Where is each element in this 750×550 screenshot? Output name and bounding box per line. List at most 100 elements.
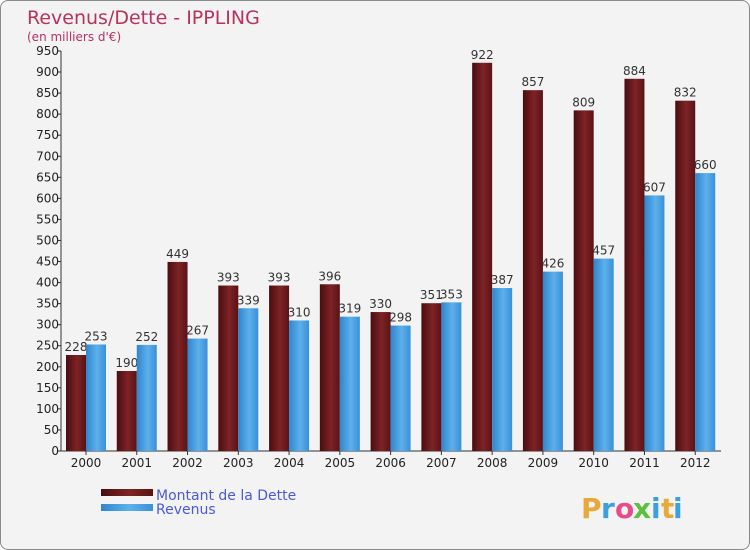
data-label: 396 — [318, 269, 341, 283]
data-label: 298 — [389, 311, 412, 325]
data-label: 351 — [420, 288, 443, 302]
bar-dette — [624, 78, 645, 451]
data-label: 449 — [166, 247, 189, 261]
legend-swatch-dette — [101, 489, 153, 496]
bar-dette — [319, 284, 340, 451]
bar-revenus — [644, 195, 665, 451]
data-label: 857 — [521, 75, 544, 89]
x-tick-label: 2010 — [578, 456, 609, 470]
data-label: 319 — [338, 302, 361, 316]
bar-dette — [370, 312, 391, 451]
data-label: 457 — [592, 244, 615, 258]
logo-letter: i — [673, 492, 683, 525]
y-tick-label: 500 — [36, 233, 59, 247]
y-tick-label: 650 — [36, 170, 59, 184]
bar-dette — [167, 261, 188, 451]
y-tick-label: 550 — [36, 212, 59, 226]
logo-letter: x — [633, 492, 651, 525]
data-label: 353 — [440, 287, 463, 301]
axes: 0 50 100 150 200 250 300 350 400 450 500 550 600 650 7… — [36, 44, 721, 470]
x-tick-label: 2002 — [172, 456, 203, 470]
bar-dette — [675, 100, 696, 452]
bar-revenus — [339, 316, 360, 451]
bar-revenus — [492, 288, 513, 451]
x-tick-label: 2003 — [223, 456, 254, 470]
logo-letter: o — [615, 492, 634, 525]
bar-revenus — [238, 308, 259, 451]
y-tick-label: 850 — [36, 86, 59, 100]
data-label: 267 — [186, 324, 209, 338]
y-tick-label: 250 — [36, 339, 59, 353]
bar-dette — [116, 371, 137, 451]
bar-revenus — [390, 325, 411, 451]
data-label: 339 — [237, 293, 260, 307]
logo-letter: t — [661, 492, 674, 525]
legend: Montant de la Dette Revenus — [101, 488, 296, 518]
y-tick-label: 200 — [36, 360, 59, 374]
y-tick-label: 0 — [51, 444, 59, 458]
legend-label-dette: Montant de la Dette — [156, 488, 296, 504]
x-tick-label: 2004 — [274, 456, 305, 470]
data-label: 832 — [674, 86, 697, 100]
y-tick-label: 800 — [36, 107, 59, 121]
y-tick-label: 100 — [36, 402, 59, 416]
x-tick-label: 2008 — [477, 456, 508, 470]
logo-letter: P — [581, 492, 602, 525]
chart-subtitle: (en milliers d'€) — [27, 30, 121, 44]
x-tick-label: 2005 — [325, 456, 356, 470]
data-label: 922 — [471, 48, 494, 62]
y-tick-label: 750 — [36, 128, 59, 142]
legend-label-revenus: Revenus — [156, 502, 216, 518]
bar-revenus — [187, 338, 208, 451]
data-label: 393 — [217, 271, 240, 285]
bar-revenus — [542, 271, 563, 451]
x-tick-label: 2000 — [71, 456, 102, 470]
data-label: 252 — [135, 330, 158, 344]
y-tick-label: 150 — [36, 381, 59, 395]
data-label: 607 — [643, 180, 666, 194]
x-tick-label: 2011 — [629, 456, 660, 470]
bar-dette — [66, 355, 86, 451]
bar-revenus — [289, 320, 310, 451]
bar-revenus — [441, 302, 462, 451]
data-label: 253 — [85, 329, 108, 343]
y-tick-label: 350 — [36, 297, 59, 311]
y-tick-label: 300 — [36, 318, 59, 332]
bar-dette — [269, 285, 290, 451]
data-label: 330 — [369, 297, 392, 311]
x-tick-label: 2007 — [426, 456, 457, 470]
data-label: 809 — [572, 95, 595, 109]
bar-revenus — [136, 344, 157, 451]
bar-revenus — [695, 173, 716, 451]
x-tick-label: 2009 — [528, 456, 559, 470]
x-tick-label: 2006 — [375, 456, 406, 470]
x-tick-label: 2012 — [680, 456, 711, 470]
logo-letter: r — [601, 492, 615, 525]
y-tick-label: 400 — [36, 276, 59, 290]
data-label: 884 — [623, 64, 646, 78]
y-tick-label: 600 — [36, 191, 59, 205]
bar-dette — [421, 303, 442, 451]
data-label: 660 — [694, 158, 717, 172]
bar-dette — [573, 110, 594, 452]
logo-letter: i — [651, 492, 661, 525]
y-tick-label: 50 — [44, 423, 59, 437]
bar-dette — [472, 62, 493, 451]
y-tick-label: 950 — [36, 44, 59, 58]
bar-revenus — [86, 344, 106, 451]
y-tick-label: 700 — [36, 149, 59, 163]
data-label: 190 — [115, 356, 138, 370]
data-label: 310 — [288, 305, 311, 319]
y-tick-label: 450 — [36, 255, 59, 269]
bar-revenus — [593, 258, 614, 451]
data-label: 387 — [491, 273, 514, 287]
chart-title: Revenus/Dette - IPPLING — [27, 7, 260, 29]
bar-dette — [218, 285, 239, 451]
data-label: 393 — [268, 271, 291, 285]
bar-dette — [522, 90, 543, 451]
data-label: 228 — [65, 340, 88, 354]
